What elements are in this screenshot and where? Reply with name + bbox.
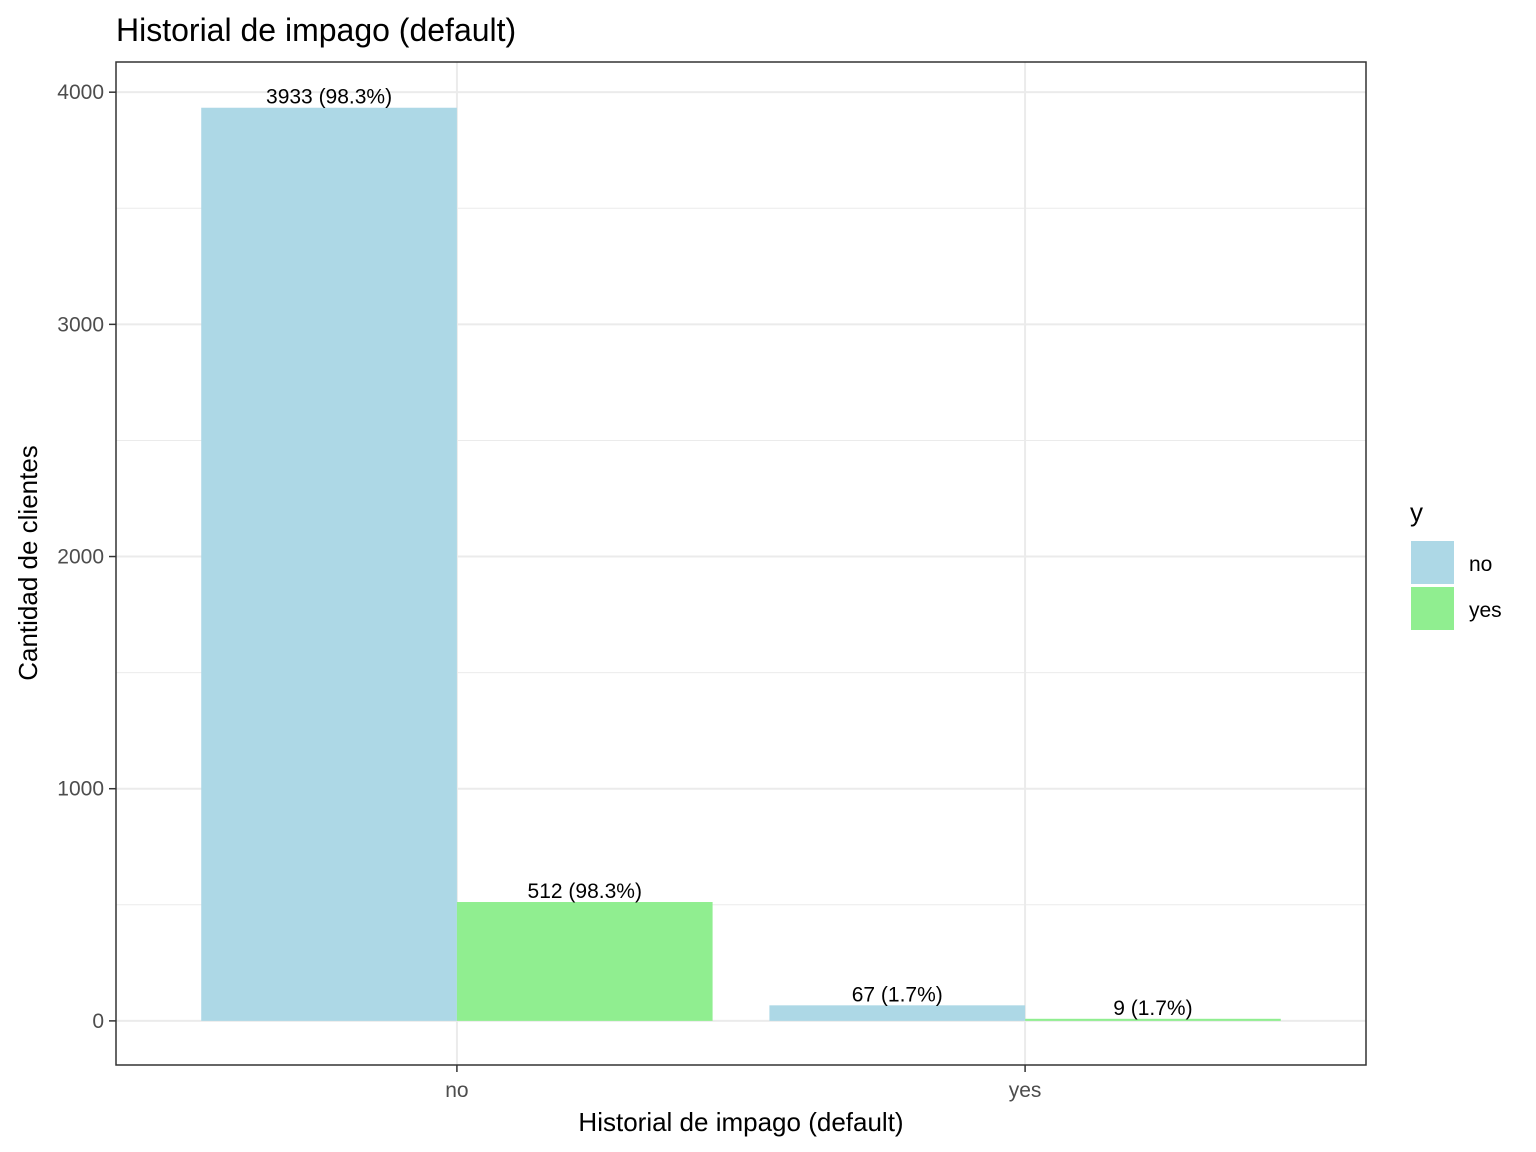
- y-tick-label: 1000: [57, 778, 104, 801]
- data-label: 3933 (98.3%): [266, 86, 392, 109]
- data-label: 9 (1.7%): [1113, 997, 1192, 1020]
- legend-label-yes: yes: [1469, 599, 1502, 622]
- legend-title: y: [1410, 497, 1423, 527]
- legend-key-no: [1411, 541, 1454, 584]
- y-tick-label: 3000: [57, 313, 104, 336]
- chart-title: Historial de impago (default): [116, 12, 516, 48]
- x-tick-label: no: [445, 1079, 468, 1102]
- legend-label-no: no: [1469, 553, 1492, 576]
- legend-key-yes: [1411, 587, 1454, 630]
- plot-labels: 3933 (98.3%) 512 (98.3%) 67 (1.7%) 9 (1.7%): [266, 86, 1193, 1020]
- bar-no-yes: [456, 902, 713, 1021]
- legend: y no yes: [1410, 497, 1502, 630]
- bar-yes-yes: [1025, 1018, 1281, 1021]
- y-axis: 0 1000 2000 3000 4000: [57, 81, 116, 1033]
- data-label: 67 (1.7%): [852, 983, 943, 1006]
- y-tick-label: 2000: [57, 546, 104, 569]
- y-tick-label: 4000: [57, 81, 104, 104]
- data-label: 512 (98.3%): [528, 880, 642, 903]
- x-axis-title: Historial de impago (default): [578, 1107, 903, 1137]
- bar-no-no: [201, 107, 457, 1021]
- y-axis-title: Cantidad de clientes: [13, 445, 43, 681]
- plot-panel-border: [115, 61, 1367, 1066]
- x-axis: no yes: [445, 1065, 1041, 1102]
- x-tick-label: yes: [1009, 1079, 1042, 1102]
- plot-bars: [201, 107, 1281, 1021]
- y-tick-label: 0: [92, 1010, 104, 1033]
- bar-yes-no: [769, 1005, 1026, 1021]
